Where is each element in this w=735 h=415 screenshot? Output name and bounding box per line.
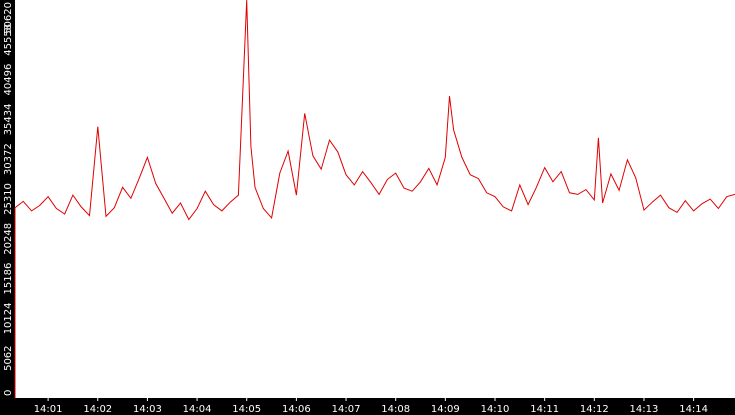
series-layer — [14, 0, 735, 398]
y-tick-label: 30372 — [3, 143, 14, 175]
series-line-0 — [14, 0, 735, 398]
y-tick-label: 20248 — [3, 223, 14, 255]
y-tick-label: 35434 — [3, 103, 14, 135]
x-tick-label: 14:05 — [232, 404, 261, 415]
y-axis-ticks: 0 5062 10124 15186 20248 25310 30372 35434 40496… — [3, 2, 14, 396]
x-tick-label: 14:12 — [580, 404, 609, 415]
y-tick-label: 25310 — [3, 183, 14, 215]
plot-background — [15, 0, 735, 398]
x-tick-label: 14:07 — [332, 404, 361, 415]
x-tick-label: 14:01 — [34, 404, 63, 415]
y-tick-label: 15186 — [3, 263, 14, 295]
y-tick-label: 40496 — [3, 64, 14, 96]
x-axis-ticks: 14:01 14:02 14:03 14:04 14:05 14:06 14:07 14:08… — [34, 398, 708, 415]
x-axis-band — [0, 398, 735, 415]
x-tick-label: 14:06 — [282, 404, 311, 415]
y-tick-label: 0 — [3, 390, 14, 396]
y-axis-band — [0, 0, 15, 415]
y-tick-label: 10124 — [3, 302, 14, 334]
x-tick-label: 14:14 — [679, 404, 708, 415]
x-tick-label: 14:03 — [133, 404, 162, 415]
x-tick-label: 14:04 — [183, 404, 212, 415]
x-tick-label: 14:08 — [381, 404, 410, 415]
y-tick-label: 45558 — [3, 24, 14, 56]
y-tick-label: 50620 — [3, 2, 14, 34]
x-tick-label: 14:10 — [481, 404, 510, 415]
x-tick-label: 14:13 — [630, 404, 659, 415]
x-tick-label: 14:09 — [431, 404, 460, 415]
y-tick-label: 5062 — [3, 345, 14, 370]
x-tick-label: 14:11 — [530, 404, 559, 415]
x-tick-label: 14:02 — [83, 404, 112, 415]
